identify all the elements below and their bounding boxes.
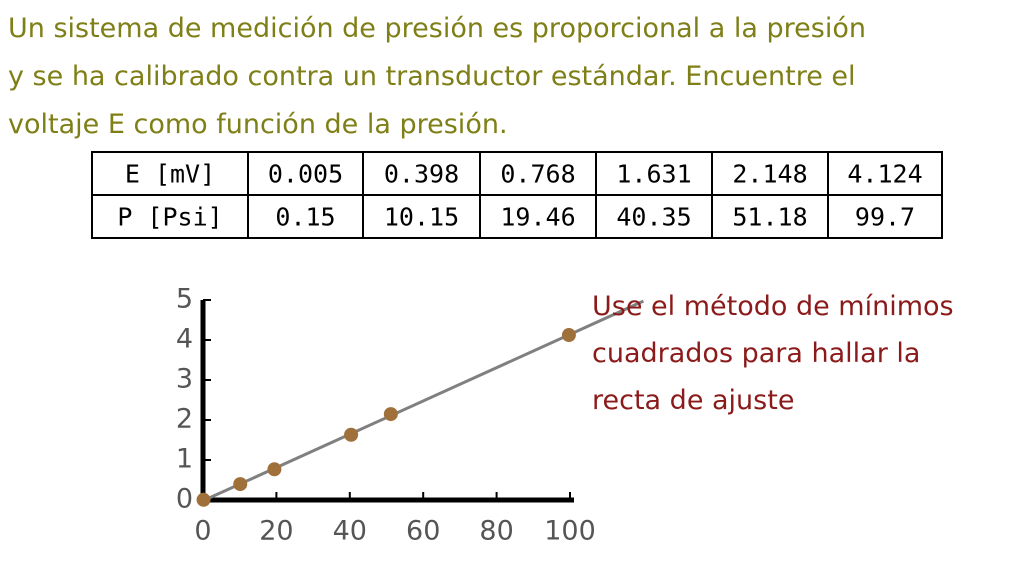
x-tick-label: 40 bbox=[333, 516, 367, 547]
data-point bbox=[267, 462, 282, 477]
data-point bbox=[233, 477, 248, 492]
table-cell: 51.18 bbox=[732, 203, 807, 232]
table-cell: 10.15 bbox=[384, 203, 459, 232]
table-cell: 99.7 bbox=[855, 203, 915, 232]
y-tick-label: 2 bbox=[176, 404, 193, 435]
data-point bbox=[344, 427, 359, 442]
table-cell: P [Psi] bbox=[117, 203, 222, 232]
x-tick-label: 80 bbox=[479, 516, 513, 547]
note-line: Use el método de mínimos bbox=[592, 291, 954, 322]
table-cell: 0.005 bbox=[268, 160, 343, 189]
y-tick-label: 3 bbox=[176, 364, 193, 395]
note-line: recta de ajuste bbox=[592, 385, 794, 416]
data-point bbox=[196, 492, 211, 507]
problem-line: voltaje E como función de la presión. bbox=[8, 109, 508, 140]
y-tick-label: 4 bbox=[176, 324, 193, 355]
table-cell: 0.15 bbox=[275, 203, 335, 232]
table-cell: 19.46 bbox=[500, 203, 575, 232]
data-point bbox=[561, 328, 576, 343]
note-line: cuadrados para hallar la bbox=[592, 338, 920, 369]
x-tick-label: 20 bbox=[259, 516, 293, 547]
table-cell: E [mV] bbox=[125, 160, 215, 189]
table-cell: 0.398 bbox=[384, 160, 459, 189]
problem-line: Un sistema de medición de presión es pro… bbox=[8, 13, 866, 44]
table-cell: 4.124 bbox=[847, 160, 922, 189]
table-cell: 0.768 bbox=[500, 160, 575, 189]
y-tick-label: 0 bbox=[176, 484, 193, 515]
table-cell: 2.148 bbox=[732, 160, 807, 189]
problem-line: y se ha calibrado contra un transductor … bbox=[8, 61, 856, 92]
x-tick-label: 0 bbox=[194, 516, 211, 547]
y-tick-label: 1 bbox=[176, 444, 193, 475]
data-point bbox=[383, 407, 398, 422]
x-tick-label: 60 bbox=[406, 516, 440, 547]
table-cell: 40.35 bbox=[616, 203, 691, 232]
table-cell: 1.631 bbox=[616, 160, 691, 189]
x-tick-label: 100 bbox=[544, 516, 596, 547]
y-tick-label: 5 bbox=[176, 284, 193, 315]
